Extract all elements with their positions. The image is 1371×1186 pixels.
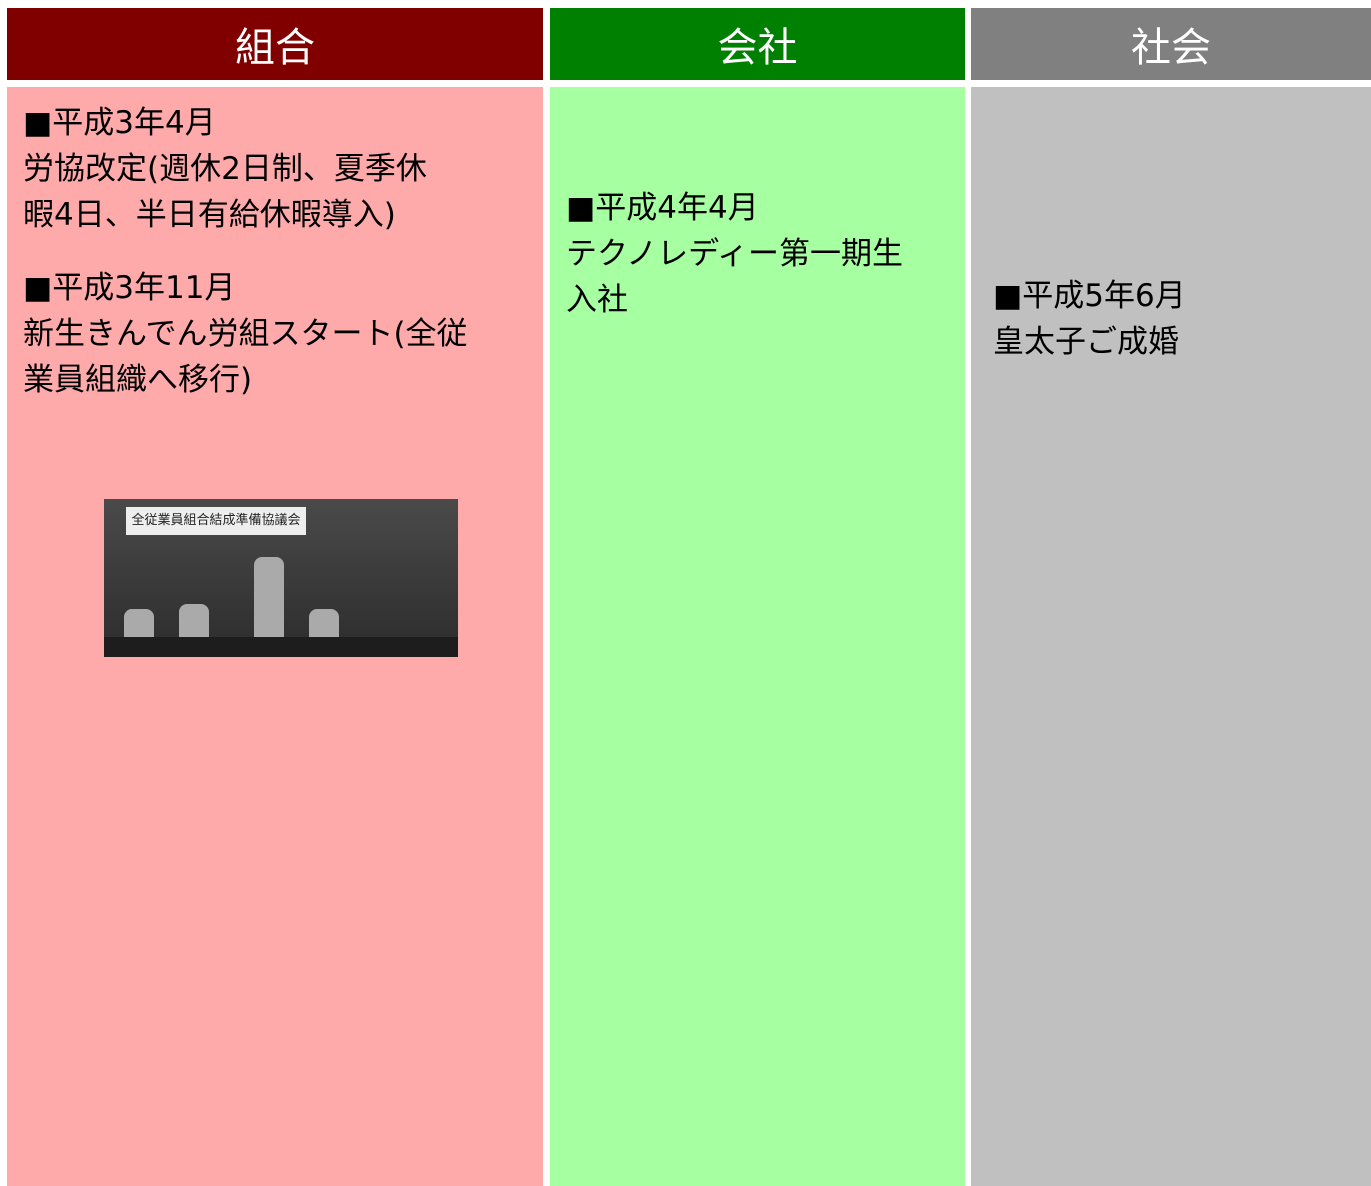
- entry-text: 暇4日、半日有給休暇導入): [23, 197, 396, 233]
- entry: ■平成4年4月テクノレディー第一期生 入社: [566, 185, 903, 323]
- entry-text: 労協改定(週休2日制、夏季休: [23, 151, 427, 187]
- entry-text: 入社: [566, 282, 628, 318]
- table: [104, 637, 458, 657]
- column-body: ■平成3年4月労協改定(週休2日制、夏季休 暇4日、半日有給休暇導入) ■平成3年1…: [7, 87, 543, 1186]
- column: 社会 ■平成5年6月 皇太子ご成婚: [971, 8, 1371, 1186]
- photo-banner: 全従業員組合結成準備協議会: [126, 507, 306, 535]
- entry-date: ■平成5年6月: [993, 278, 1186, 314]
- column-body: ■平成5年6月 皇太子ご成婚: [971, 87, 1371, 1186]
- person: [179, 604, 209, 637]
- entry-date: ■平成3年11月: [23, 270, 236, 306]
- entry-date: ■平成4年4月: [566, 190, 759, 226]
- person: [124, 609, 154, 637]
- column-header: 組合: [7, 8, 543, 80]
- entry: ■平成5年6月 皇太子ご成婚: [993, 273, 1186, 365]
- column-header: 会社: [550, 8, 965, 80]
- column: 会社 ■平成4年4月テクノレディー第一期生 入社: [550, 8, 965, 1186]
- column: 組合 ■平成3年4月 労協改定(週休2日制、夏季休 暇4日、半日有給休暇導入) ■平成3…: [7, 8, 543, 1186]
- column-header: 社会: [971, 8, 1371, 80]
- column-body: ■平成4年4月テクノレディー第一期生 入社: [550, 87, 965, 1186]
- entry: ■平成3年11月新生きんでん労組スタート(全従 業員組織へ移行): [23, 265, 468, 403]
- entry: ■平成3年4月労協改定(週休2日制、夏季休 暇4日、半日有給休暇導入): [23, 100, 427, 238]
- entry-text: 皇太子ご成婚: [993, 324, 1179, 360]
- entry-text: 新生きんでん労組スタート(全従: [23, 316, 468, 352]
- person: [254, 557, 284, 637]
- person: [309, 609, 339, 637]
- photo: 全従業員組合結成準備協議会: [104, 499, 458, 657]
- entry-text: テクノレディー第一期生: [566, 236, 903, 272]
- entry-text: 業員組織へ移行): [23, 362, 253, 398]
- entry-date: ■平成3年4月: [23, 105, 216, 141]
